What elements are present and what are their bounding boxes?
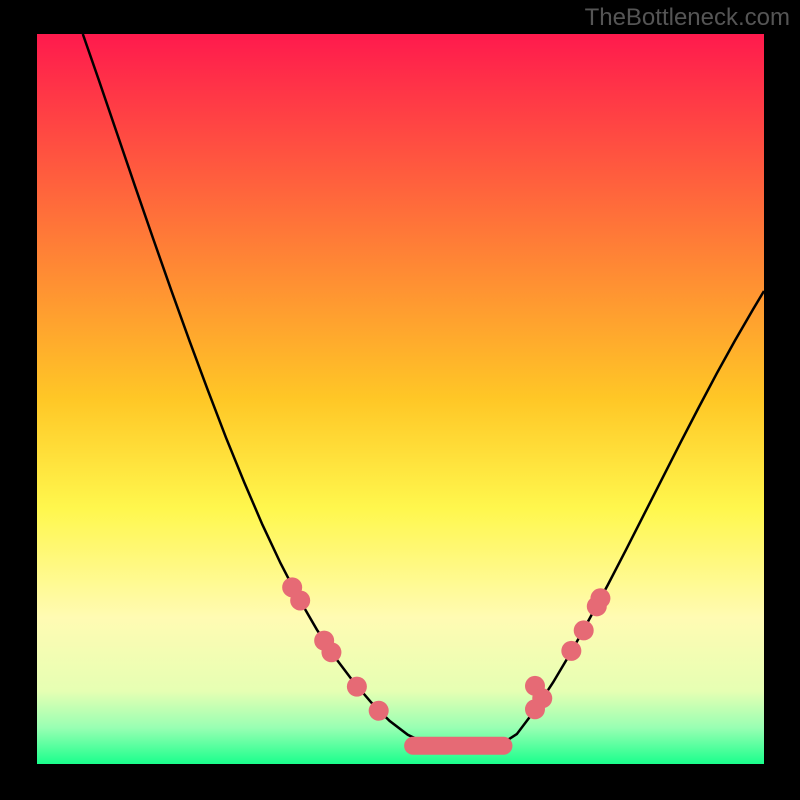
marker-group	[282, 577, 610, 754]
marker-dot	[321, 642, 341, 662]
marker-dot	[290, 590, 310, 610]
flat-segment	[404, 737, 512, 755]
marker-dot	[369, 701, 389, 721]
marker-dot	[347, 677, 367, 697]
curve-path	[83, 34, 764, 746]
watermark-text: TheBottleneck.com	[585, 4, 790, 32]
marker-dot	[561, 641, 581, 661]
bottleneck-curve	[83, 34, 764, 746]
marker-dot	[574, 620, 594, 640]
marker-dot	[590, 588, 610, 608]
marker-dot	[532, 688, 552, 708]
chart-overlay	[0, 0, 800, 800]
